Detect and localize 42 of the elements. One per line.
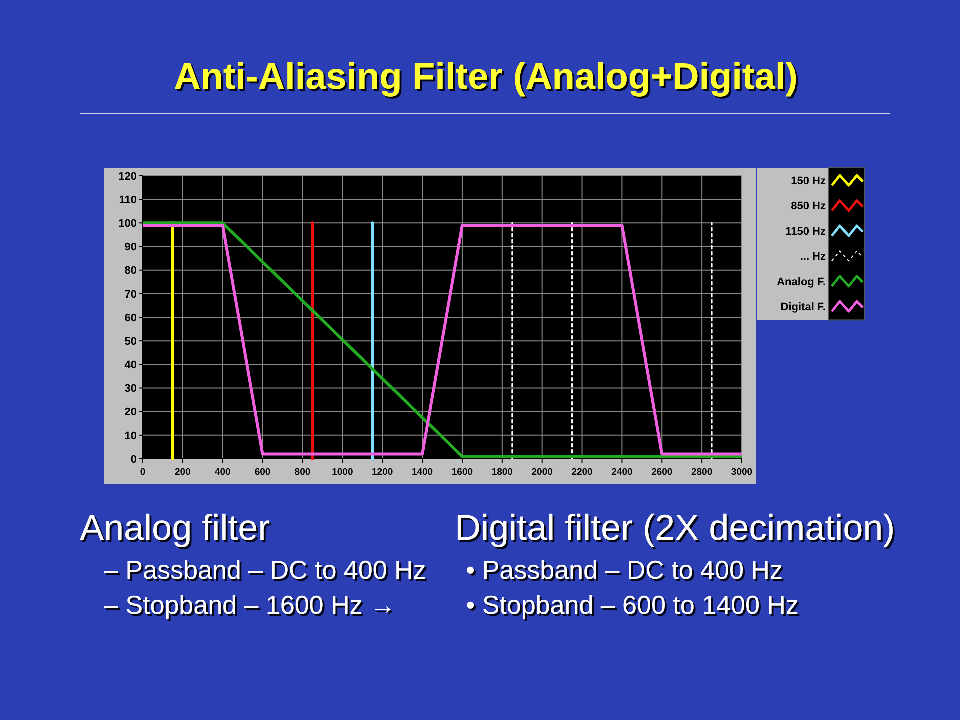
text: Digital filter (2X decimation): [455, 507, 896, 548]
y-tick-label: 60: [124, 312, 137, 324]
y-tick-label: 70: [124, 288, 137, 301]
legend-label: 150 Hz: [791, 175, 826, 188]
y-tick-label: 80: [124, 265, 137, 278]
text: • Passband – DC to 400 Hz: [466, 555, 783, 585]
x-tick-label: 1200: [372, 467, 394, 478]
text: Analog filter: [80, 507, 270, 548]
text: • Stopband – 600 to 1400 Hz: [466, 590, 799, 620]
y-tick-label: 30: [124, 383, 137, 396]
x-tick-label: 1400: [412, 467, 434, 478]
chart-title: Anti-Aliasing Filter (Analog+Digital): [174, 56, 798, 97]
x-tick-label: 2200: [572, 467, 593, 478]
x-tick-label: 1000: [332, 467, 354, 478]
x-tick-label: 400: [214, 467, 231, 478]
x-tick-label: 800: [294, 467, 311, 478]
x-tick-label: 2600: [652, 467, 673, 478]
x-tick-label: 2400: [612, 467, 633, 478]
legend-label: Digital F.: [780, 301, 826, 314]
x-tick-label: 1600: [452, 467, 474, 478]
y-tick-label: 0: [130, 454, 137, 466]
legend-label: ... Hz: [800, 251, 826, 264]
y-tick-label: 100: [118, 218, 137, 230]
text: – Stopband – 1600 Hz →: [104, 590, 396, 620]
x-tick-label: 0: [140, 467, 146, 478]
y-tick-label: 40: [124, 360, 137, 372]
x-tick-label: 2000: [532, 467, 553, 478]
x-tick-label: 200: [175, 467, 191, 478]
y-tick-label: 90: [124, 242, 137, 254]
x-tick-label: 2800: [691, 467, 713, 478]
x-tick-label: 600: [254, 467, 271, 478]
text: – Passband – DC to 400 Hz: [104, 555, 426, 585]
y-tick-label: 110: [119, 194, 137, 206]
y-tick-label: 50: [124, 336, 137, 348]
legend-label: Analog F.: [777, 276, 826, 288]
y-tick-label: 20: [124, 406, 137, 419]
y-tick-label: 120: [118, 170, 137, 183]
x-tick-label: 1800: [492, 467, 513, 478]
legend-label: 1150 Hz: [786, 226, 826, 238]
x-tick-label: 3000: [731, 467, 753, 478]
y-tick-label: 10: [124, 430, 137, 442]
legend-label: 850 Hz: [791, 200, 826, 213]
